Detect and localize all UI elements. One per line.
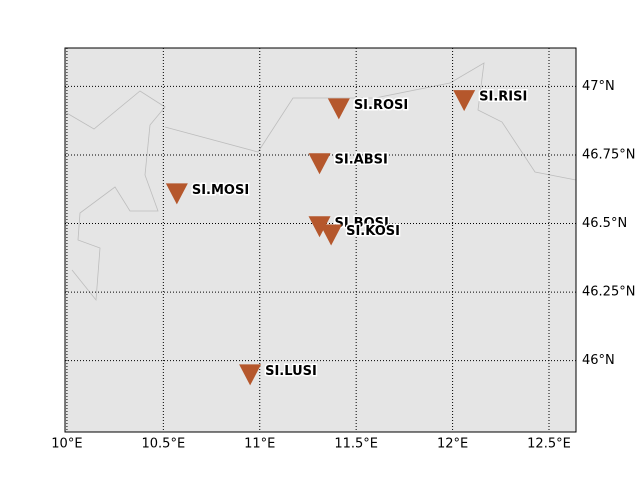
station-marker [453, 90, 476, 112]
x-tick-label: 11°E [244, 437, 275, 452]
station-marker [308, 153, 331, 175]
x-tick-label: 12°E [437, 437, 468, 452]
station-marker [239, 364, 262, 386]
y-tick-label: 46°N [582, 353, 615, 368]
y-tick-label: 46.75°N [582, 147, 635, 162]
y-tick-label: 46.5°N [582, 216, 627, 231]
station-label: SI.KOSI [346, 224, 400, 239]
station-label: SI.RISI [479, 90, 527, 105]
stations: SI.ROSI SI.RISI SI.ABSI SI.MOSI SI.BOSISI.KO… [165, 88, 529, 386]
station-marker [320, 224, 343, 246]
station-marker [165, 183, 188, 205]
map-frame [64, 47, 577, 433]
y-tick-label: 46.25°N [582, 285, 635, 300]
station-label: SI.BOSI [335, 216, 389, 231]
station-label: SI.ABSI [335, 153, 388, 168]
x-tick-label: 10.5°E [142, 437, 186, 452]
station-label: SI.LUSI [265, 364, 317, 379]
borders [64, 62, 577, 302]
x-tick-label: 11.5°E [334, 437, 378, 452]
station-label: SI.MOSI [192, 183, 249, 198]
station-marker [308, 216, 331, 238]
x-tick-label: 12.5°E [527, 437, 571, 452]
map-background [65, 48, 576, 432]
station-marker [327, 98, 350, 120]
x-tick-label: 10°E [51, 437, 82, 452]
y-tick-label: 47°N [582, 79, 615, 94]
station-label: SI.ROSI [354, 98, 408, 113]
